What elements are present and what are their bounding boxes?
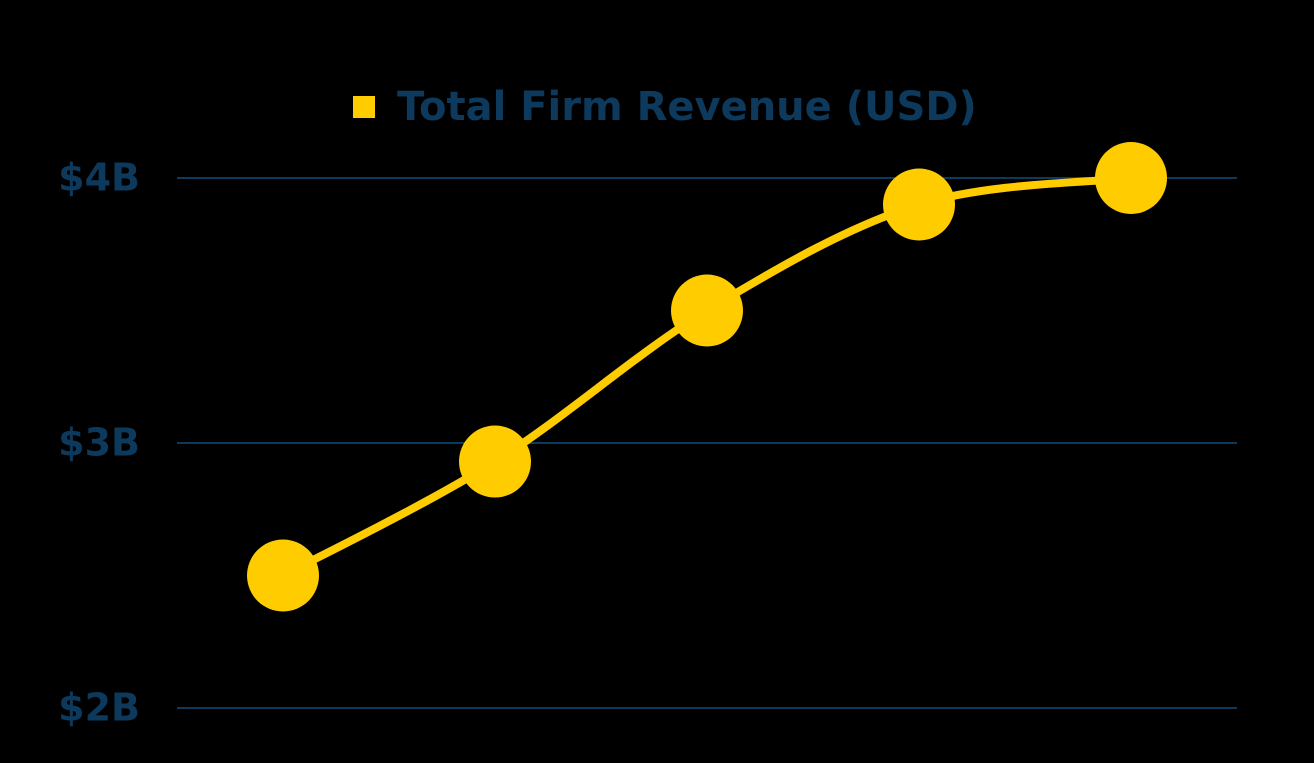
- y-tick-label: $4B: [58, 156, 140, 200]
- legend-label: Total Firm Revenue (USD): [397, 84, 977, 130]
- y-tick-label: $3B: [58, 421, 140, 465]
- point: [459, 425, 531, 498]
- y-tick-label: $2B: [58, 686, 140, 730]
- legend-swatch: [353, 96, 375, 118]
- line: [281, 174, 1132, 580]
- point: [247, 539, 319, 612]
- point: [671, 274, 743, 347]
- point: [1095, 142, 1167, 214]
- point: [883, 168, 955, 241]
